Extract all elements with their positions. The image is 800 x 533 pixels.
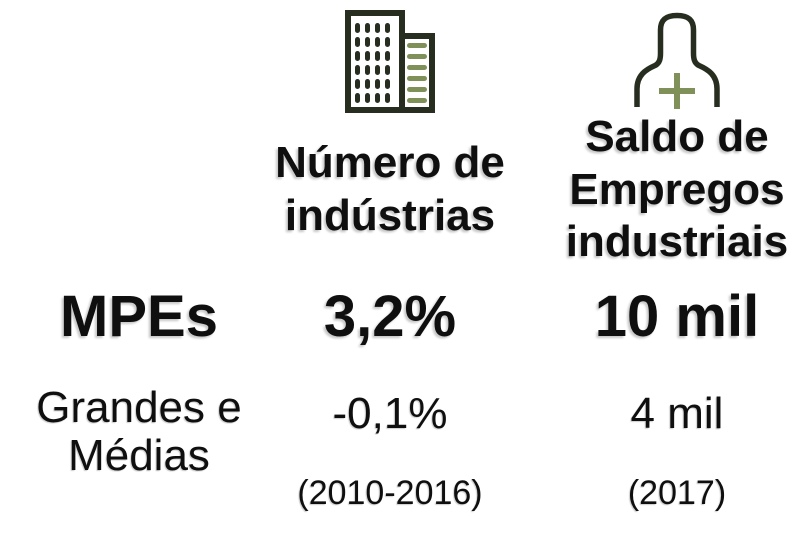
row-label-mpes: MPEs <box>60 284 218 350</box>
column-header-empregos: Saldo de Empregos industriais <box>565 111 789 267</box>
value-mpes-empregos: 10 mil <box>594 284 760 350</box>
column-header-industrias: Número de indústrias <box>275 138 505 240</box>
building-windows <box>355 23 390 103</box>
value-grandes-industrias: -0,1% <box>332 388 448 438</box>
building-accent-bars <box>407 43 427 103</box>
person-plus-icon <box>542 0 800 118</box>
value-mpes-industrias: 3,2% <box>323 284 457 350</box>
period-industrias: (2010-2016) <box>297 474 483 512</box>
building-icon <box>250 0 530 118</box>
plus-icon <box>659 73 695 109</box>
period-empregos: (2017) <box>627 474 727 512</box>
value-grandes-empregos: 4 mil <box>630 388 724 438</box>
row-label-grandes-medias: Grandes e Médias <box>36 383 242 481</box>
